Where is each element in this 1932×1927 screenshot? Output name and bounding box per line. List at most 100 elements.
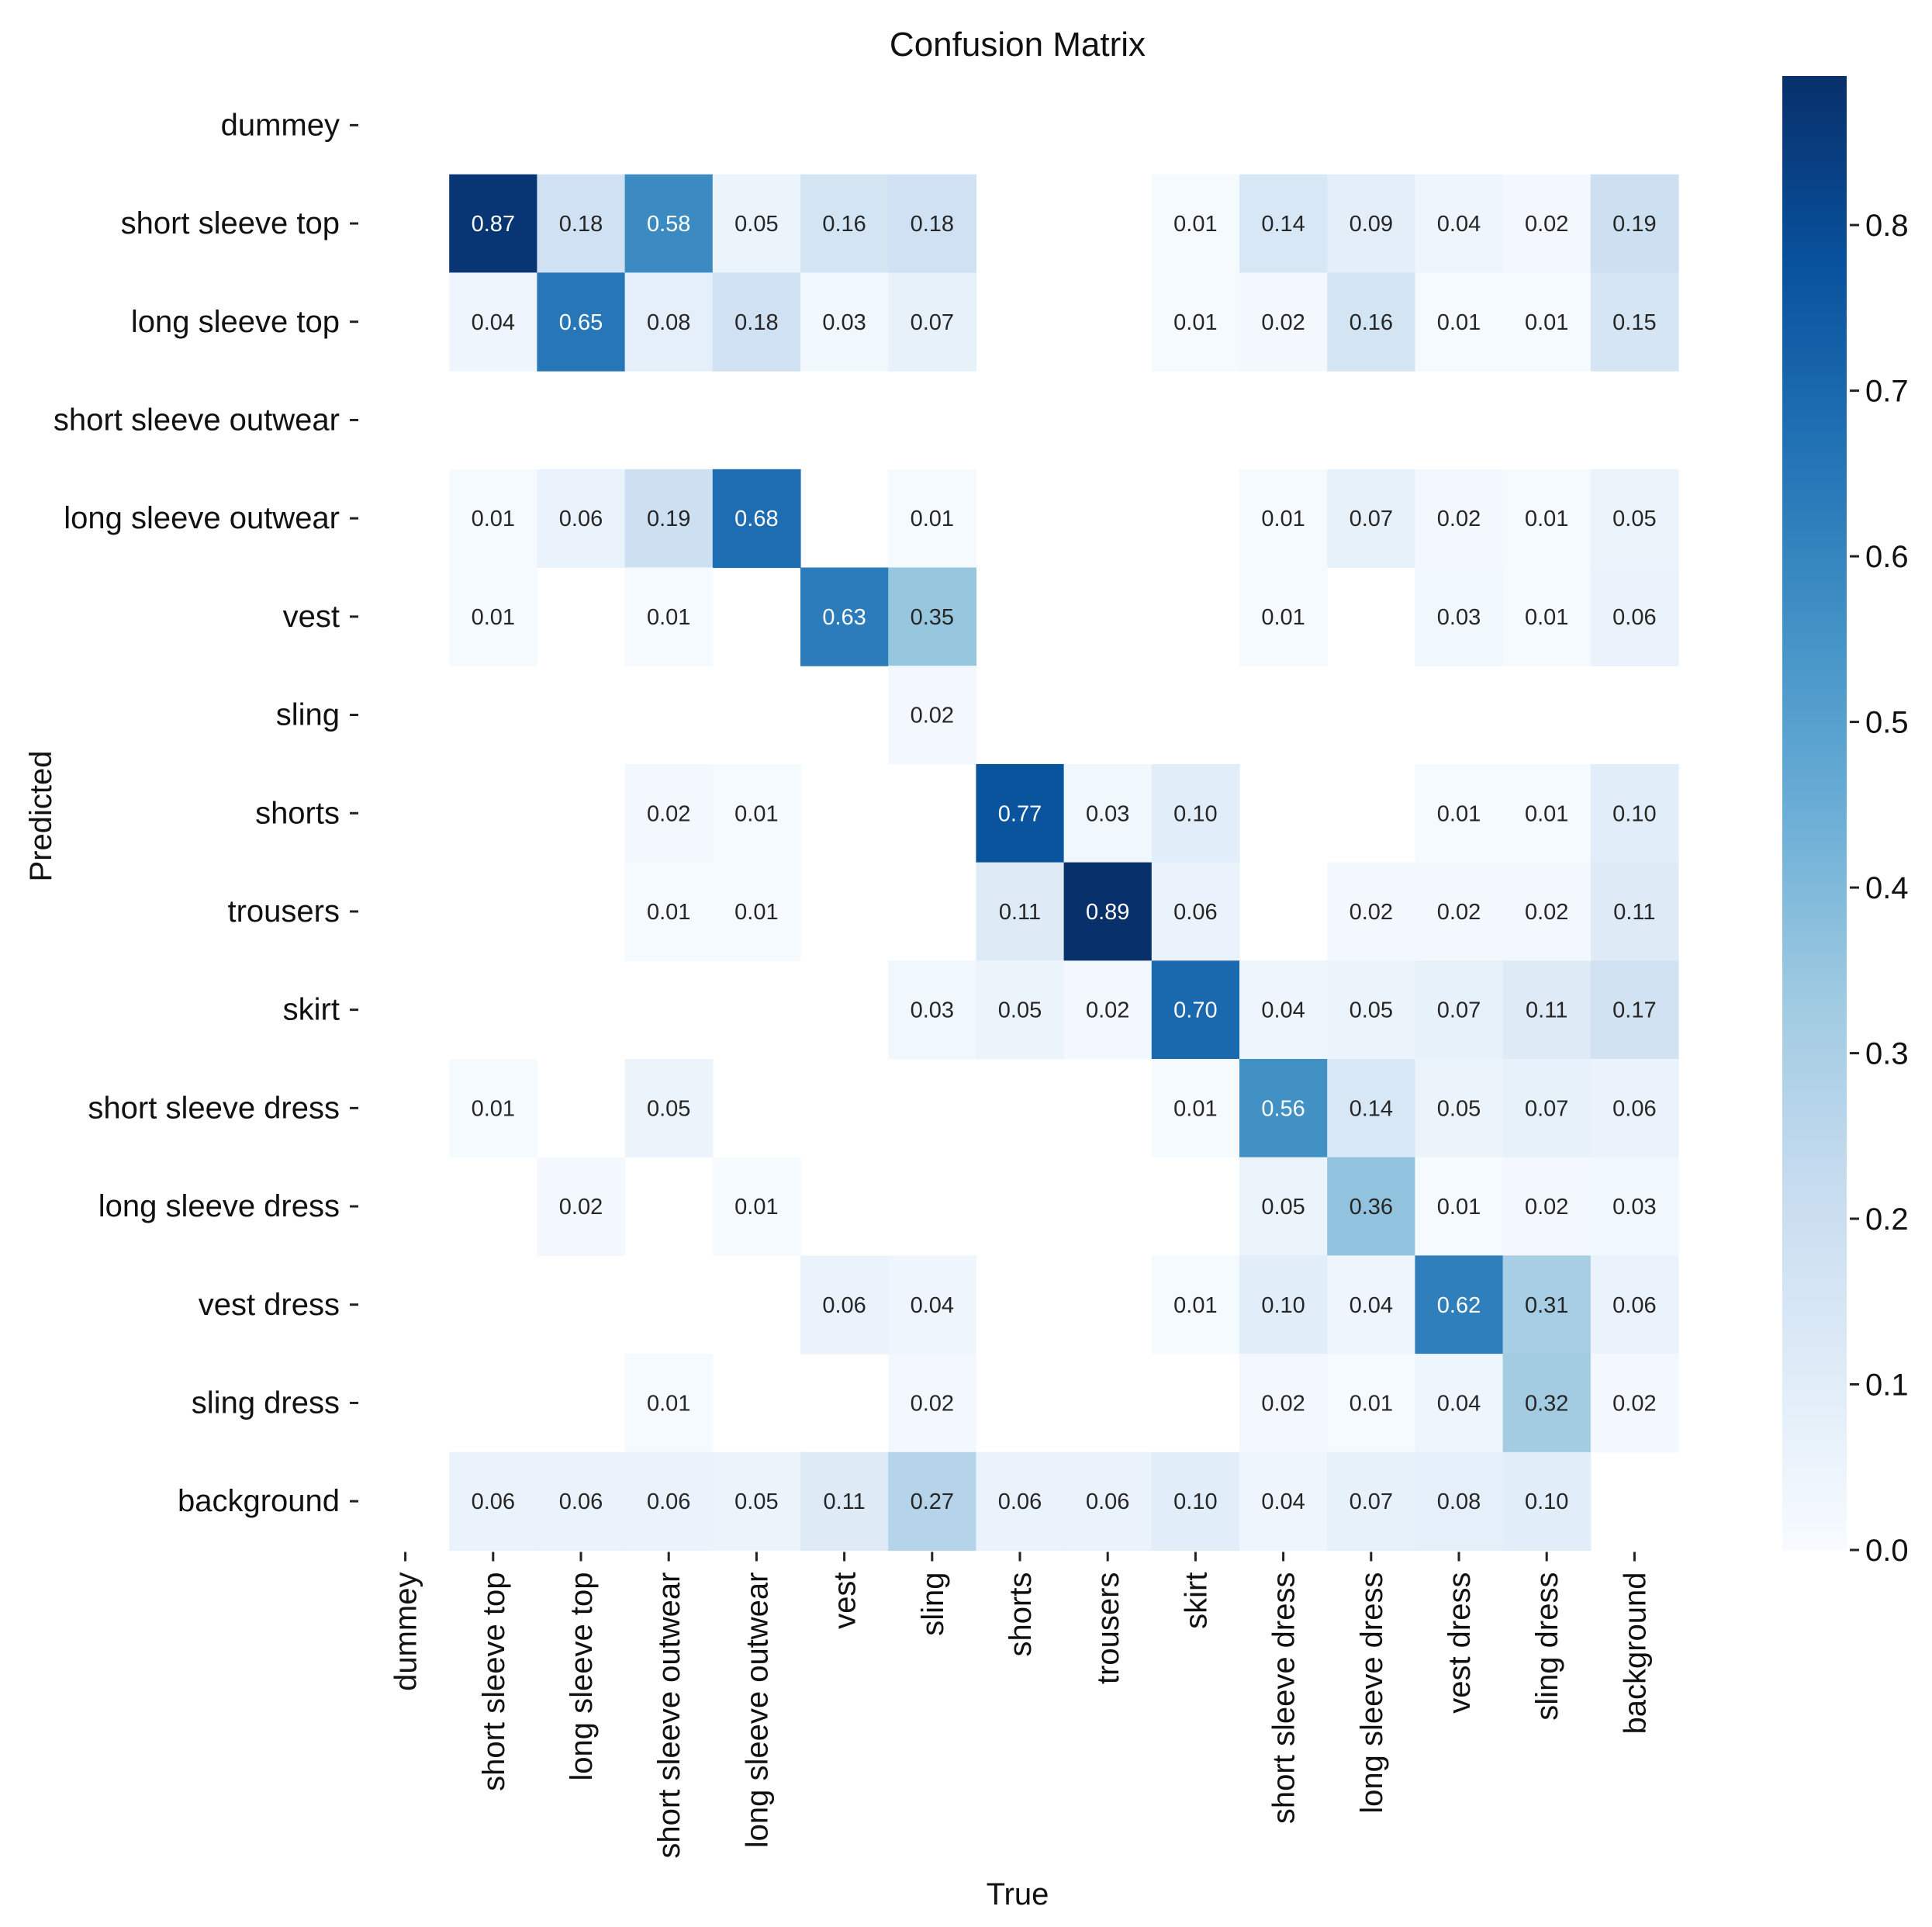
heatmap-cells [449,174,1679,1552]
cell-value-label: 0.63 [822,605,866,630]
heatmap-cell [712,1451,801,1552]
cell-value-label: 0.02 [1612,1392,1656,1417]
heatmap-cell [1151,272,1240,372]
heatmap-cell [537,469,626,569]
cell-value-label: 0.04 [1261,998,1305,1023]
heatmap-cell [1502,960,1592,1060]
cell-value-label: 0.06 [559,1489,603,1514]
heatmap-cell [1151,1255,1240,1354]
cell-value-label: 0.05 [1612,507,1656,531]
y-tick-label: shorts [255,796,340,830]
cell-value-label: 0.05 [998,998,1042,1023]
cell-value-label: 0.18 [559,212,603,237]
heatmap-cell [888,469,976,569]
heatmap-cell [1590,960,1679,1060]
cell-value-label: 0.36 [1350,1195,1393,1220]
cell-value-label: 0.05 [1437,1096,1481,1121]
heatmap-cell [1239,1451,1328,1552]
heatmap-cell [888,666,976,765]
cell-value-label: 0.18 [734,310,778,335]
x-axis-label: True [987,1877,1049,1911]
cell-value-label: 0.06 [998,1489,1042,1514]
heatmap-cell [1415,1255,1504,1354]
heatmap-cell [624,862,714,961]
cell-value-label: 0.01 [911,507,954,531]
x-tick-label: background [1618,1572,1652,1735]
heatmap-cell [1327,1157,1415,1256]
heatmap-cell [449,272,537,372]
x-tick-label: skirt [1179,1572,1213,1629]
cell-value-label: 0.18 [911,212,954,237]
heatmap-cell [449,1451,537,1552]
heatmap-cell [1239,1354,1328,1453]
colorbar-tick-label: 0.5 [1865,706,1909,740]
heatmap-cell [1590,1354,1679,1453]
cell-value-label: 0.01 [647,1392,690,1417]
cell-value-label: 0.01 [1525,310,1568,335]
cell-value-label: 0.31 [1525,1293,1568,1318]
cell-value-label: 0.01 [1173,310,1217,335]
heatmap-cell [1502,469,1592,569]
cell-value-label: 0.01 [472,605,515,630]
cell-value-label: 0.10 [1173,801,1217,826]
x-axis-ticks: dummey short sleeve top long sleeve top sho… [389,1552,1652,1859]
cell-value-label: 0.05 [734,212,778,237]
cell-value-label: 0.02 [1261,1392,1305,1417]
cell-value-label: 0.02 [1437,507,1481,531]
x-tick-label: dummey [389,1572,423,1691]
heatmap-cell [624,1451,714,1552]
heatmap-cell [1502,567,1592,666]
heatmap-cell [1239,174,1328,273]
colorbar-tick-label: 0.7 [1865,375,1909,409]
heatmap-cell [1590,174,1679,273]
cell-value-label: 0.04 [1437,1392,1481,1417]
cell-value-label: 0.14 [1261,212,1305,237]
x-tick-label: long sleeve top [565,1572,599,1781]
cell-value-label: 0.11 [1613,900,1655,925]
cell-value-label: 0.06 [1612,605,1656,630]
cell-value-label: 0.16 [822,212,866,237]
heatmap-cell [1063,960,1153,1060]
colorbar-tick-label: 0.0 [1865,1534,1909,1568]
cell-value-label: 0.07 [911,310,954,335]
cell-value-label: 0.10 [1261,1293,1305,1318]
heatmap-cell [1590,862,1679,961]
cell-value-label: 0.01 [1261,605,1305,630]
cell-value-label: 0.01 [1350,1392,1393,1417]
cell-value-label: 0.16 [1350,310,1393,335]
cell-value-label: 0.01 [472,1096,515,1121]
y-tick-label: sling [276,698,340,732]
heatmap-cell [1063,862,1153,961]
cell-value-label: 0.02 [1261,310,1305,335]
heatmap-cell [1502,1059,1592,1158]
heatmap-cell [1327,862,1415,961]
cell-value-label: 0.01 [1437,801,1481,826]
x-tick-label: sling [916,1572,950,1636]
heatmap-cell [624,272,714,372]
cell-value-label: 0.04 [911,1293,954,1318]
colorbar-tick-label: 0.2 [1865,1202,1909,1237]
heatmap-cell [537,1451,626,1552]
y-tick-label: short sleeve top [121,206,340,240]
heatmap-cell [1502,272,1592,372]
heatmap-cell [1063,763,1153,863]
cell-value-label: 0.11 [1526,998,1567,1023]
cell-value-label: 0.02 [911,704,954,728]
y-axis-label: Predicted [24,751,58,882]
heatmap-cell [1239,960,1328,1060]
heatmap-cell [888,1354,976,1453]
heatmap-cell [1327,1354,1415,1453]
cell-value-label: 0.01 [1437,310,1481,335]
cell-value-label: 0.10 [1612,801,1656,826]
x-tick-label: short sleeve top [477,1572,511,1791]
y-tick-label: short sleeve outwear [54,403,340,438]
heatmap-cell [537,174,626,273]
x-tick-label: short sleeve dress [1267,1572,1301,1825]
cell-value-label: 0.01 [1525,507,1568,531]
cell-value-label: 0.65 [559,310,603,335]
heatmap-cell [976,960,1065,1060]
heatmap-cell [1502,174,1592,273]
heatmap-cell [1502,1157,1592,1256]
heatmap-cell [1415,567,1504,666]
y-axis-ticks: dummey short sleeve top long sleeve top sho… [54,108,358,1518]
